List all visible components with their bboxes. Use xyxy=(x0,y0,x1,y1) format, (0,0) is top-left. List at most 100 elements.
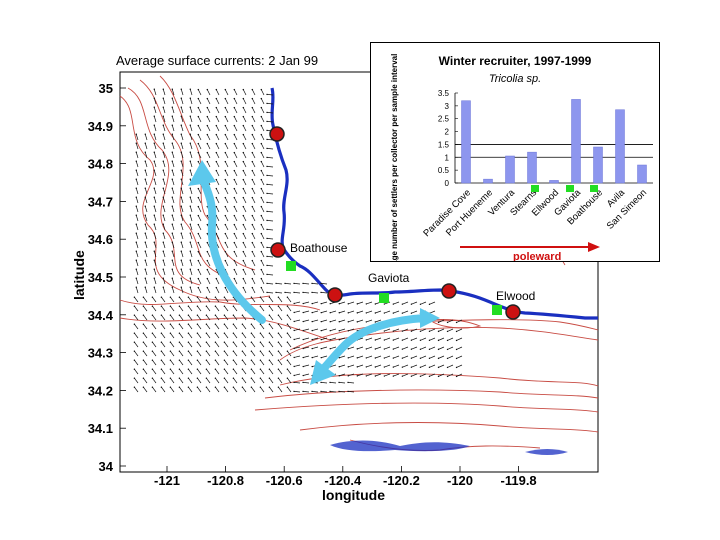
current-vector xyxy=(188,350,193,357)
current-vector xyxy=(243,197,247,204)
current-vector-head xyxy=(242,259,245,262)
current-vector xyxy=(243,278,247,285)
current-vector-head xyxy=(206,268,209,271)
current-vector xyxy=(261,269,265,276)
current-vector-head xyxy=(437,357,440,360)
current-vector-head xyxy=(214,386,217,388)
current-vector-head xyxy=(392,312,395,314)
current-vector-head xyxy=(260,178,263,181)
current-vector-head xyxy=(133,332,136,334)
current-vector-head xyxy=(419,339,422,341)
current-vector xyxy=(170,296,175,303)
current-vector-head xyxy=(392,330,395,332)
y-axis-label: latitude xyxy=(71,250,87,300)
current-vector xyxy=(320,382,328,384)
current-vector-head xyxy=(251,97,254,100)
lat-tick-34.9: 34.9 xyxy=(88,119,113,134)
current-vector xyxy=(171,98,175,105)
current-vector xyxy=(171,206,175,213)
current-vector xyxy=(261,179,265,186)
current-vector-head xyxy=(311,302,313,305)
current-vector xyxy=(144,197,148,204)
current-vector-head xyxy=(286,332,289,334)
current-vector-head xyxy=(320,329,322,332)
current-vector xyxy=(180,278,184,285)
chart-title: Winter recruiter, 1997-1999 xyxy=(439,54,592,68)
current-vector xyxy=(153,269,157,276)
current-vector-head xyxy=(196,323,199,325)
current-vector xyxy=(261,278,265,285)
current-vector-head xyxy=(250,296,253,298)
current-vector-head xyxy=(251,88,254,91)
current-vector-head xyxy=(446,339,449,342)
current-vector xyxy=(447,328,454,332)
current-vector xyxy=(225,107,229,114)
current-vector xyxy=(134,386,139,393)
current-vector xyxy=(144,161,148,168)
current-vector-head xyxy=(205,386,208,388)
current-vector xyxy=(153,206,157,213)
current-vector xyxy=(135,242,139,249)
current-vector xyxy=(261,143,265,150)
current-vector-head xyxy=(277,341,280,343)
current-vector-head xyxy=(266,102,268,105)
current-vector xyxy=(330,364,337,368)
current-vector xyxy=(162,170,166,177)
current-vector xyxy=(303,355,310,358)
current-vector xyxy=(261,134,265,141)
current-vector-head xyxy=(320,311,322,314)
current-vector-head xyxy=(162,178,164,180)
current-vector-head xyxy=(160,350,163,352)
current-vector-head xyxy=(268,332,271,334)
current-vector-head xyxy=(374,375,377,377)
current-vector-head xyxy=(293,390,295,393)
current-vector-head xyxy=(338,321,340,323)
current-vector xyxy=(233,350,238,357)
current-vector xyxy=(393,337,400,341)
current-vector-head xyxy=(135,142,137,144)
current-vector xyxy=(161,368,166,375)
current-vector xyxy=(198,89,202,96)
current-vector xyxy=(357,301,364,305)
current-vector xyxy=(170,377,175,384)
current-vector-head xyxy=(250,359,253,361)
current-vector-head xyxy=(153,241,155,243)
current-vector xyxy=(393,346,400,350)
current-vector-head xyxy=(284,282,286,285)
current-vector xyxy=(216,179,220,186)
current-vector-head xyxy=(160,377,163,379)
current-vector xyxy=(260,305,265,312)
current-vector xyxy=(287,350,292,357)
current-vector-head xyxy=(189,133,191,135)
current-vector-head xyxy=(180,205,182,207)
current-vector-head xyxy=(162,133,164,135)
current-vector-head xyxy=(242,106,245,109)
lon-tick--120.8: -120.8 xyxy=(207,473,244,488)
current-vector-head xyxy=(251,250,254,253)
current-vector xyxy=(225,260,229,267)
current-vector xyxy=(171,197,175,204)
current-vector-head xyxy=(446,357,449,360)
current-vector-head xyxy=(162,160,164,162)
current-vector-head xyxy=(260,160,263,163)
current-vector xyxy=(224,350,229,357)
current-vector-head xyxy=(197,124,200,127)
current-vector xyxy=(180,152,184,159)
current-vector xyxy=(242,341,247,348)
current-vector-head xyxy=(153,142,155,144)
current-vector xyxy=(251,341,256,348)
current-vector xyxy=(320,292,328,294)
current-vector-head xyxy=(320,338,322,341)
current-vector-head xyxy=(392,303,395,305)
current-vector-head xyxy=(206,232,209,235)
current-vector xyxy=(162,233,166,240)
current-vector xyxy=(384,373,391,377)
current-vector-head xyxy=(171,169,173,171)
current-vector xyxy=(162,188,166,195)
current-vector-head xyxy=(260,169,263,172)
current-vector-head xyxy=(171,214,173,216)
current-vector xyxy=(411,310,418,314)
current-vector-head xyxy=(223,359,226,361)
current-vector-head xyxy=(180,259,182,261)
